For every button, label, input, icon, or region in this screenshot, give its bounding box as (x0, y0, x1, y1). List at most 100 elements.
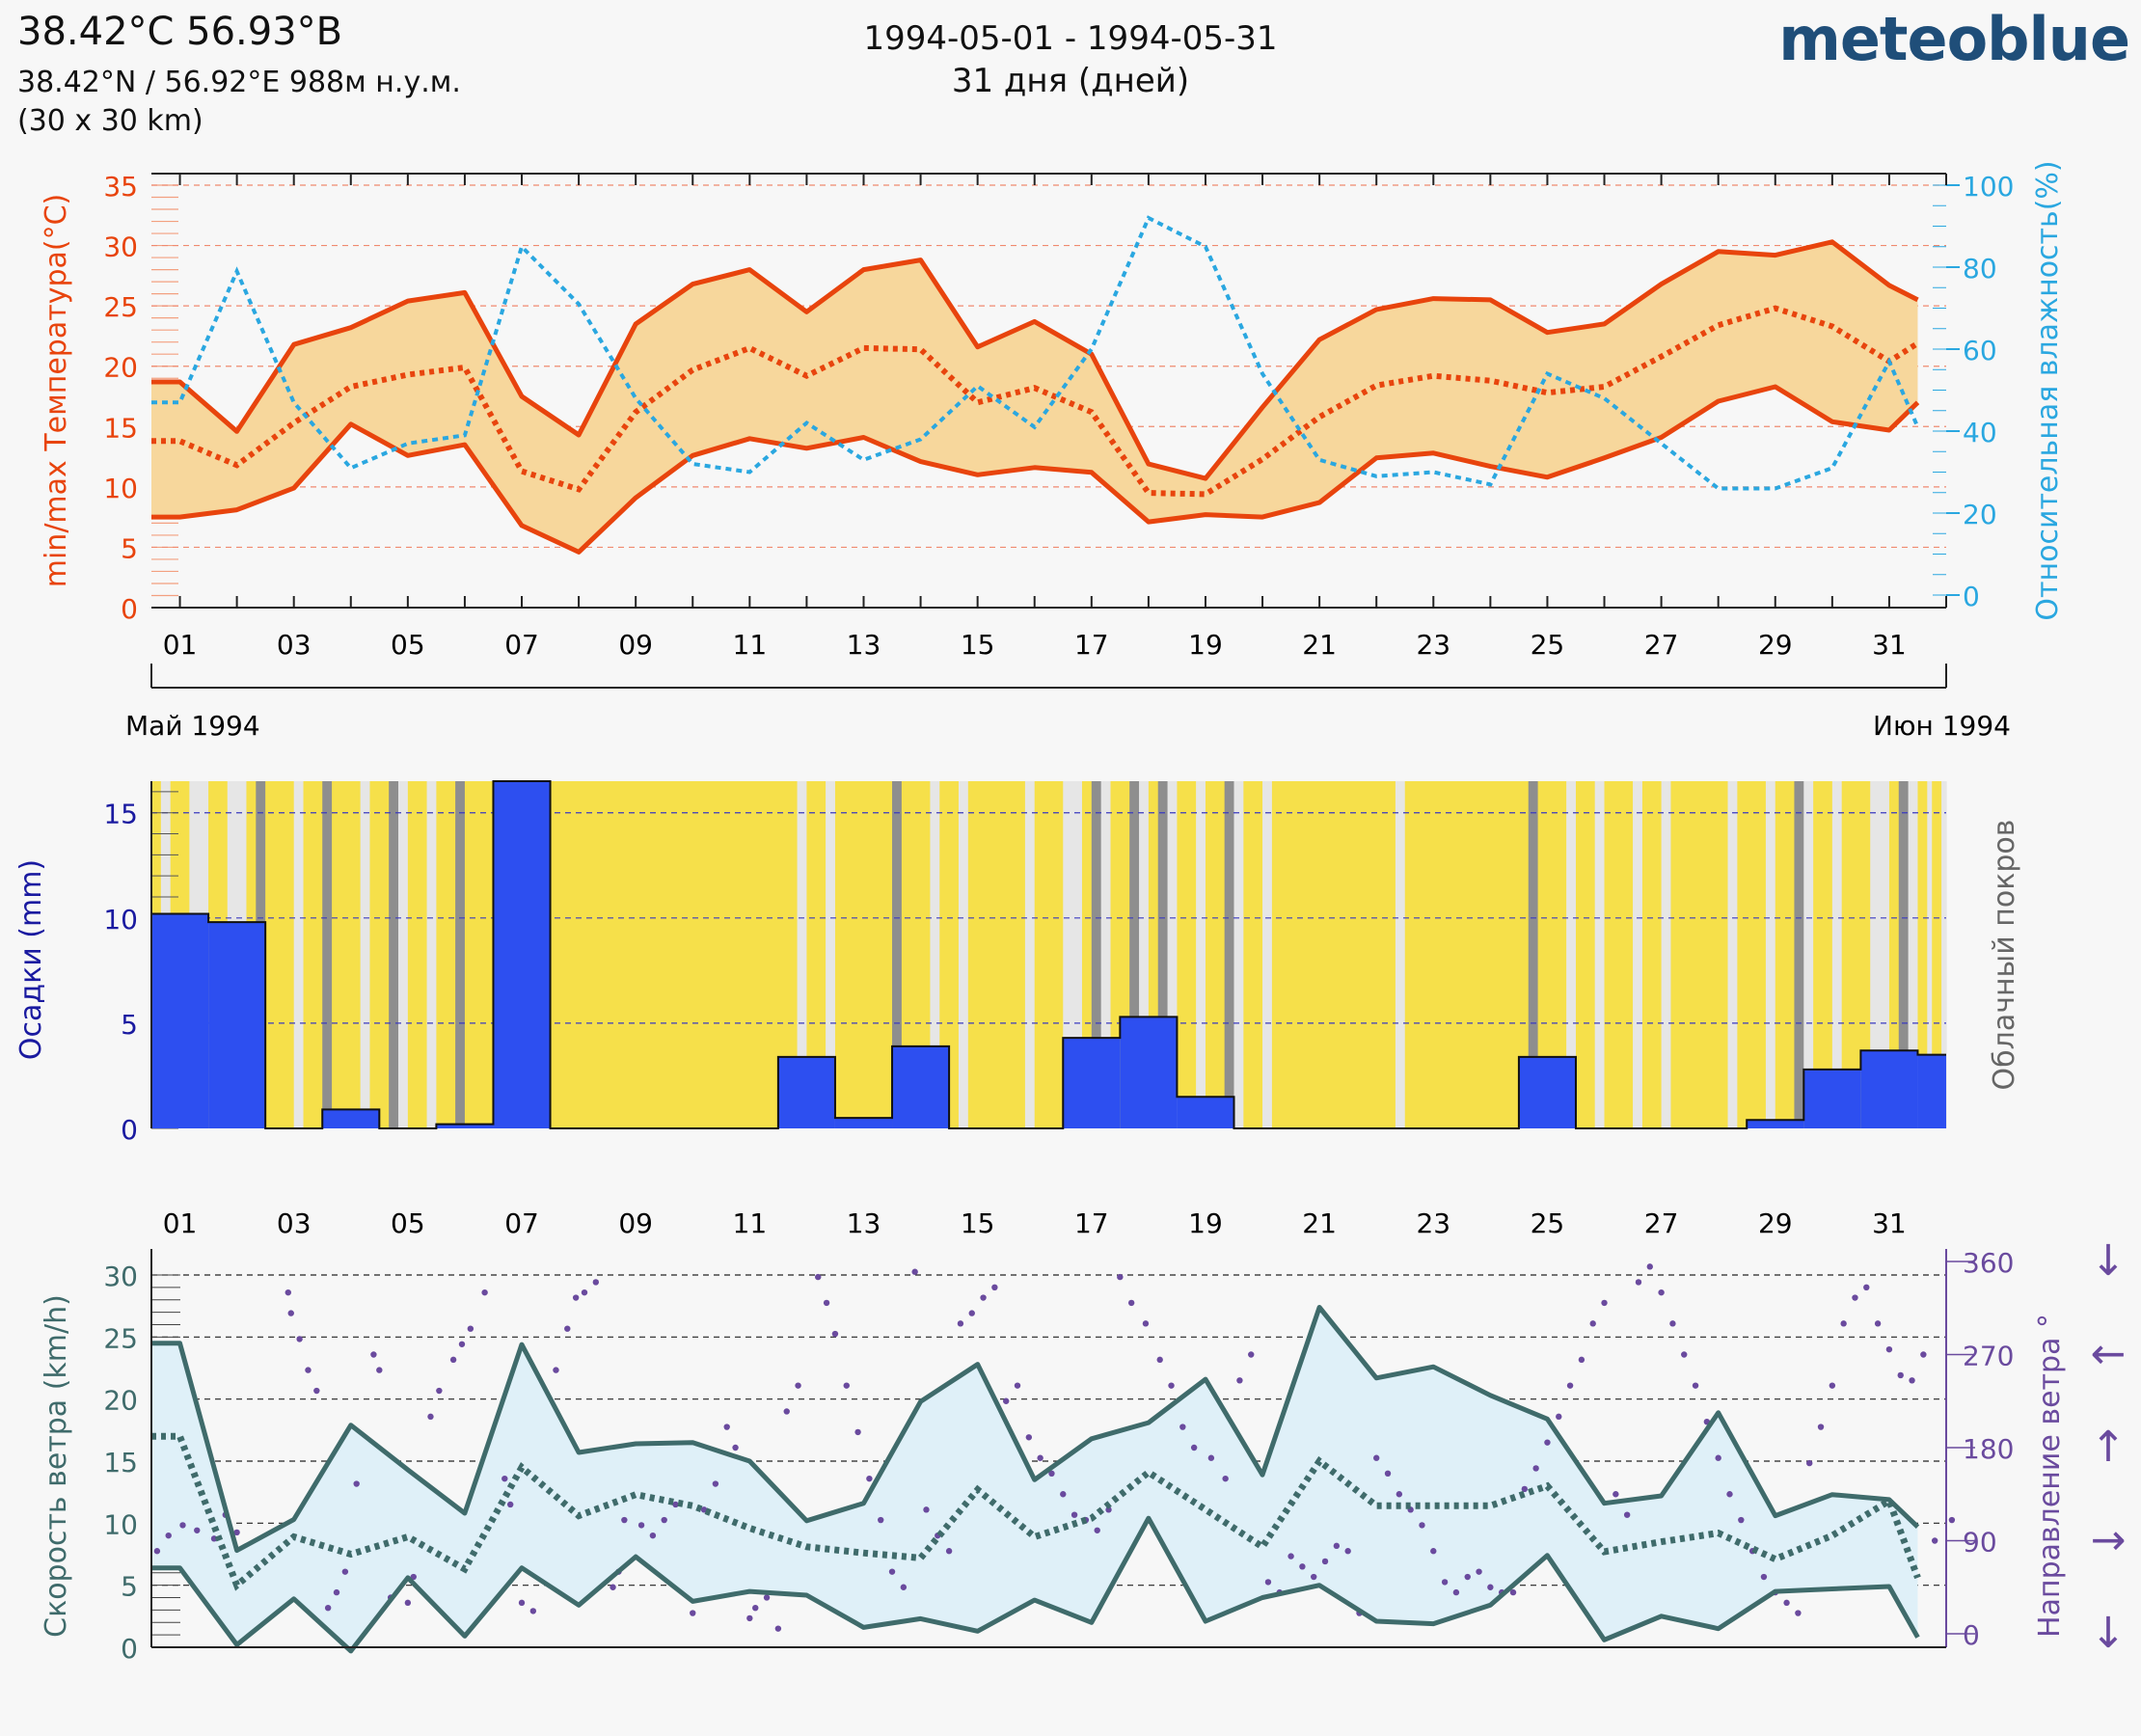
wind-direction-point (661, 1516, 667, 1524)
wind-direction-point (1669, 1320, 1676, 1327)
day-label: 29 (1758, 1207, 1793, 1239)
wind-direction-point (957, 1320, 964, 1327)
cloud-cover-stripe (1157, 781, 1169, 1128)
cloud-cover-stripe (369, 781, 380, 1128)
precip-bar (892, 1045, 950, 1128)
day-label: 05 (391, 629, 425, 661)
cloud-cover-stripe (1528, 781, 1539, 1128)
cloud-cover-stripe (1205, 781, 1216, 1128)
cloud-cover-stripe (730, 781, 742, 1128)
cloud-cover-stripe (892, 781, 903, 1128)
wind-direction-point (1532, 1465, 1539, 1472)
day-label: 13 (847, 629, 881, 661)
cloud-cover-stripe (1661, 781, 1672, 1128)
wind-direction-point (1738, 1516, 1745, 1524)
day-label: 21 (1302, 1207, 1337, 1239)
day-label: 23 (1416, 629, 1450, 661)
cloud-cover-stripe (1937, 781, 1942, 1128)
wind-direction-point (458, 1341, 466, 1347)
cloud-cover-stripe (407, 781, 419, 1128)
wind-tick-label: 30 (103, 1261, 138, 1292)
cloud-cover-stripe (920, 781, 932, 1128)
precip-bar (436, 1124, 494, 1128)
wind-direction-point (610, 1584, 616, 1590)
day-label: 29 (1758, 629, 1793, 661)
cloud-cover-stripe (1214, 781, 1226, 1128)
wind-direction-point (1142, 1320, 1150, 1327)
cloud-cover-stripe (740, 781, 750, 1128)
wind-direction-point (649, 1532, 657, 1539)
wind-direction-point (763, 1594, 771, 1601)
cloud-cover-stripe (1167, 781, 1179, 1128)
cloud-cover-stripe (787, 781, 799, 1128)
cloud-cover-stripe (350, 781, 362, 1128)
wind-direction-point (1658, 1288, 1665, 1296)
wind-direction-point (888, 1568, 896, 1575)
precip-bar (834, 1118, 893, 1128)
cloud-cover-stripe (1547, 781, 1558, 1128)
wind-direction-point (843, 1382, 850, 1389)
wind-direction-point (165, 1532, 172, 1539)
cloud-cover-stripe (1680, 781, 1691, 1128)
wind-direction-point (287, 1310, 294, 1316)
wind-direction-point (900, 1584, 908, 1590)
cloud-cover-stripe (1557, 781, 1567, 1128)
temp-tick-label: 20 (103, 352, 138, 384)
direction-arrow-icon: ← (2091, 1330, 2127, 1379)
wind-direction-point (723, 1424, 730, 1430)
precip-bar (1803, 1069, 1861, 1128)
wind-direction-point (1544, 1439, 1551, 1446)
cloud-cover-stripe (749, 781, 760, 1128)
wind-direction-point (1578, 1356, 1585, 1364)
wind-direction-point (467, 1325, 474, 1332)
precipitation-cloud-panel: 0 5 10 15 Осадки (mm) Облачный покров (14, 780, 2021, 1146)
cloud-cover-stripe (1841, 781, 1853, 1128)
temp-tick-label: 30 (103, 231, 138, 263)
cloud-cover-stripe (559, 781, 570, 1128)
wind-panel: 01 03 05 07 09 11 13 15 17 19 21 23 25 27 29 3105101520… (40, 1207, 2126, 1665)
wind-direction-point (296, 1336, 303, 1343)
wind-direction-point (553, 1367, 559, 1373)
cloud-cover-stripe (1898, 781, 1910, 1128)
cloud-cover-stripe (322, 781, 333, 1128)
day-label: 03 (277, 1207, 312, 1239)
wind-direction-point (1589, 1320, 1596, 1327)
cloud-cover-stripe (265, 781, 276, 1128)
wind-direction-point (945, 1548, 953, 1555)
cloud-cover-stripe (616, 781, 627, 1128)
cloud-cover-stripe (958, 781, 969, 1128)
wind-direction-point (1681, 1351, 1688, 1358)
wind-direction-point (1464, 1573, 1471, 1581)
wind-direction-point (1646, 1263, 1653, 1270)
cloud-cover-stripe (1063, 781, 1073, 1128)
day-label: 21 (1302, 629, 1337, 661)
cloud-cover-stripe (340, 781, 352, 1128)
temp-tick-label: 15 (103, 412, 138, 444)
temp-tick-label: 0 (121, 593, 138, 625)
cloud-cover-stripe (1756, 781, 1767, 1128)
direction-arrow-icon: ↑ (2091, 1423, 2127, 1472)
cloud-cover-stripe (1670, 781, 1681, 1128)
cloud-cover-stripe (1813, 781, 1824, 1128)
wind-direction-point (1156, 1356, 1163, 1364)
wind-direction-point (774, 1625, 782, 1632)
wind-direction-point (333, 1588, 340, 1596)
meteoblue-logo[interactable]: meteoblue (1778, 4, 2130, 74)
precip-tick-label: 5 (121, 1009, 138, 1041)
wind-direction-point (313, 1387, 320, 1395)
wind-direction-point (1601, 1299, 1608, 1307)
direction-tick-label: 0 (1963, 1619, 1980, 1651)
cloud-cover-stripe (1091, 781, 1102, 1128)
cloud-cover-stripe (1698, 781, 1710, 1128)
direction-arrow-icon: → (2091, 1516, 2127, 1565)
cloud-cover-stripe (579, 781, 589, 1128)
wind-direction-point (324, 1604, 332, 1612)
day-label: 13 (847, 1207, 881, 1239)
cloud-cover-stripe (1423, 781, 1434, 1128)
temp-tick-label: 25 (103, 291, 138, 323)
cloud-cover-stripe (1186, 781, 1197, 1128)
wind-direction-point (436, 1387, 443, 1395)
cloud-cover-stripe (1880, 781, 1890, 1128)
day-label: 17 (1074, 629, 1109, 661)
